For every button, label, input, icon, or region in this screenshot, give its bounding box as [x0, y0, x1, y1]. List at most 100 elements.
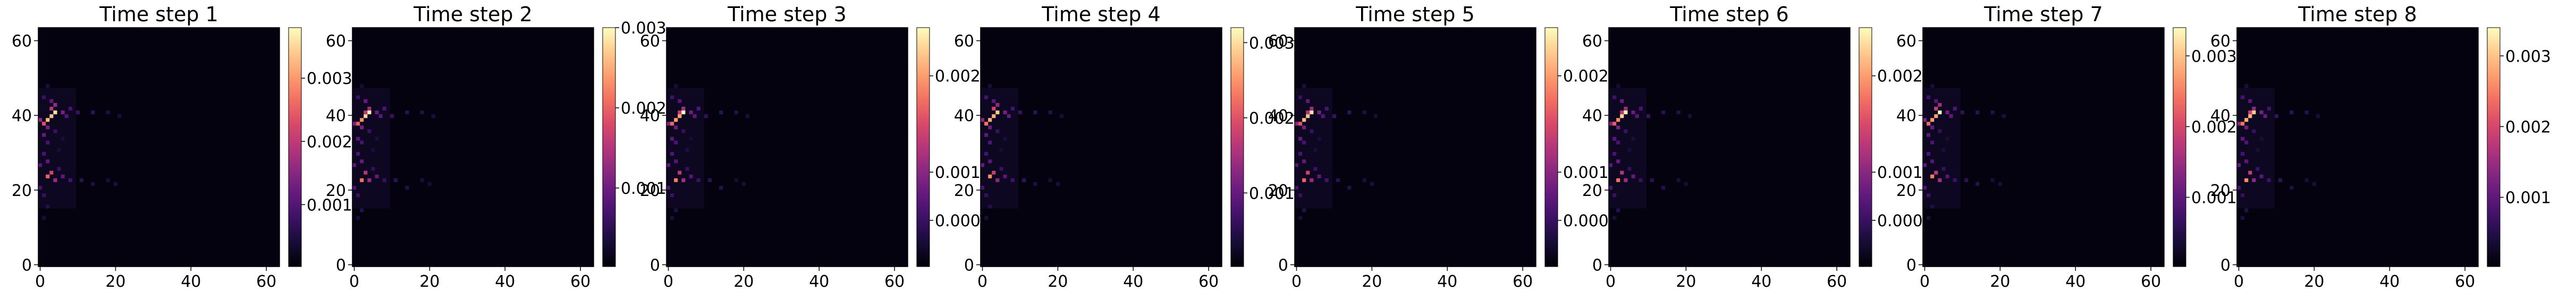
heatmap-cell: [2248, 99, 2252, 103]
heatmap-cell: [689, 136, 693, 141]
heatmap-cell: [1927, 133, 1931, 137]
colorbar: [1859, 27, 1872, 267]
heatmap-cell: [678, 99, 682, 103]
heatmap-cell: [984, 122, 989, 126]
heatmap-cell: [1938, 129, 1942, 133]
y-tick-label: 60: [2210, 32, 2231, 51]
heatmap-cell: [38, 118, 43, 122]
x-tick-label: 40: [1437, 272, 1457, 291]
heatmap-cell: [2290, 185, 2294, 190]
heatmap-cell: [46, 159, 50, 164]
heatmap-cell: [666, 122, 671, 126]
heatmap-cell: [2256, 148, 2260, 152]
colorbar-tick-label: 0.002: [2191, 118, 2237, 136]
heatmap-cell: [670, 152, 674, 156]
x-tick-label: 20: [1362, 272, 1382, 291]
heatmap-cell: [1302, 118, 1306, 122]
y-tick-label: 20: [1582, 182, 1602, 200]
heatmap-cell: [1941, 148, 1946, 152]
heatmap-cell: [367, 110, 371, 115]
heatmap-cell: [1317, 110, 1321, 115]
axes-frame: [1294, 27, 1536, 267]
colorbar-tick-label: 0.001: [2191, 189, 2237, 208]
heatmap-cell: [1616, 159, 1620, 164]
heatmap-background: [38, 28, 280, 267]
heatmap-cell: [61, 174, 65, 178]
heatmap-cell: [42, 152, 46, 156]
heatmap-cell: [2256, 167, 2260, 171]
heatmap-cell: [49, 99, 54, 103]
heatmap-cell: [1059, 114, 1064, 118]
heatmap-cell: [364, 99, 368, 103]
heatmap-cell: [670, 216, 674, 220]
panel-1: Time step 1 0 20 40 60 0 20 40 60 0.001 0.002 0.003: [12, 3, 352, 291]
heatmap-cell: [2278, 178, 2283, 182]
heatmap-cell: [2267, 178, 2271, 182]
colorbar-tick-label: 0.001: [1563, 164, 1609, 182]
heatmap-cell: [356, 152, 360, 156]
heatmap-cell: [734, 178, 738, 182]
heatmap-cell: [1998, 182, 2002, 186]
axes-frame: [1922, 27, 2165, 267]
heatmap-cell: [689, 174, 693, 178]
heatmap-cell: [91, 182, 95, 186]
heatmap-cell: [2241, 193, 2245, 198]
heatmap-cell: [2263, 114, 2267, 118]
x-tick-label: 60: [884, 272, 905, 291]
heatmap-cell: [681, 106, 686, 111]
colorbar-tick-label: 0.003: [307, 70, 352, 88]
heatmap-cell: [1938, 110, 1942, 115]
heatmap-cell: [692, 114, 697, 118]
colorbar-tick-label: 0.001: [2505, 189, 2551, 208]
heatmap-cell: [1687, 114, 1692, 118]
heatmap-cell: [1295, 163, 1299, 167]
axes-frame: [666, 27, 908, 267]
heatmap-cell: [2252, 106, 2256, 111]
heatmap-cell: [1646, 114, 1651, 118]
heatmap-cell: [38, 163, 43, 167]
heatmap-cell: [1930, 84, 1935, 88]
x-tick-label: 60: [1513, 272, 1533, 291]
heatmap-cell: [1676, 178, 1680, 182]
heatmap-cell: [2244, 118, 2249, 122]
colorbar: [1544, 27, 1558, 267]
heatmap-cell: [1609, 122, 1613, 126]
heatmap-cell: [2252, 110, 2256, 115]
heatmap-cell: [375, 174, 379, 178]
heatmap-cell: [1310, 129, 1314, 133]
heatmap-cell: [405, 110, 409, 115]
axes-frame: [38, 27, 280, 267]
heatmap-cell: [674, 84, 678, 88]
heatmap-cell: [1945, 110, 1949, 115]
heatmap-cell: [1927, 152, 1931, 156]
heatmap-cell: [2237, 163, 2241, 167]
heatmap-cell: [46, 174, 50, 178]
y-tick-label: 60: [640, 32, 660, 51]
axes-frame: [352, 27, 594, 267]
heatmap-cell: [1650, 178, 1654, 182]
heatmap-cell: [1960, 110, 1965, 115]
heatmap-cell: [2237, 185, 2241, 190]
colorbar: [288, 27, 302, 267]
heatmap-cell: [1306, 170, 1310, 175]
heatmap-cell: [53, 129, 57, 133]
heatmap-cell: [741, 182, 746, 186]
heatmap-cell: [1317, 136, 1321, 141]
heatmap-cell: [2248, 110, 2252, 115]
heatmap-cell: [1616, 140, 1620, 144]
y-tick-label: 0: [1278, 256, 1288, 275]
heatmap-cell: [1306, 99, 1310, 103]
heatmap-cell: [1347, 185, 1352, 190]
colorbar: [602, 27, 616, 267]
heatmap-cell: [1684, 182, 1688, 186]
heatmap-cell: [53, 102, 57, 107]
heatmap-cell: [61, 110, 65, 115]
heatmap-cell: [42, 95, 46, 99]
heatmap-background: [1609, 28, 1850, 267]
y-tick-label: 20: [1896, 182, 1916, 200]
y-tick-label: 40: [1268, 107, 1288, 125]
heatmap-cell: [46, 140, 50, 144]
heatmap-cell: [988, 174, 992, 178]
heatmap-cell: [1990, 178, 1995, 182]
